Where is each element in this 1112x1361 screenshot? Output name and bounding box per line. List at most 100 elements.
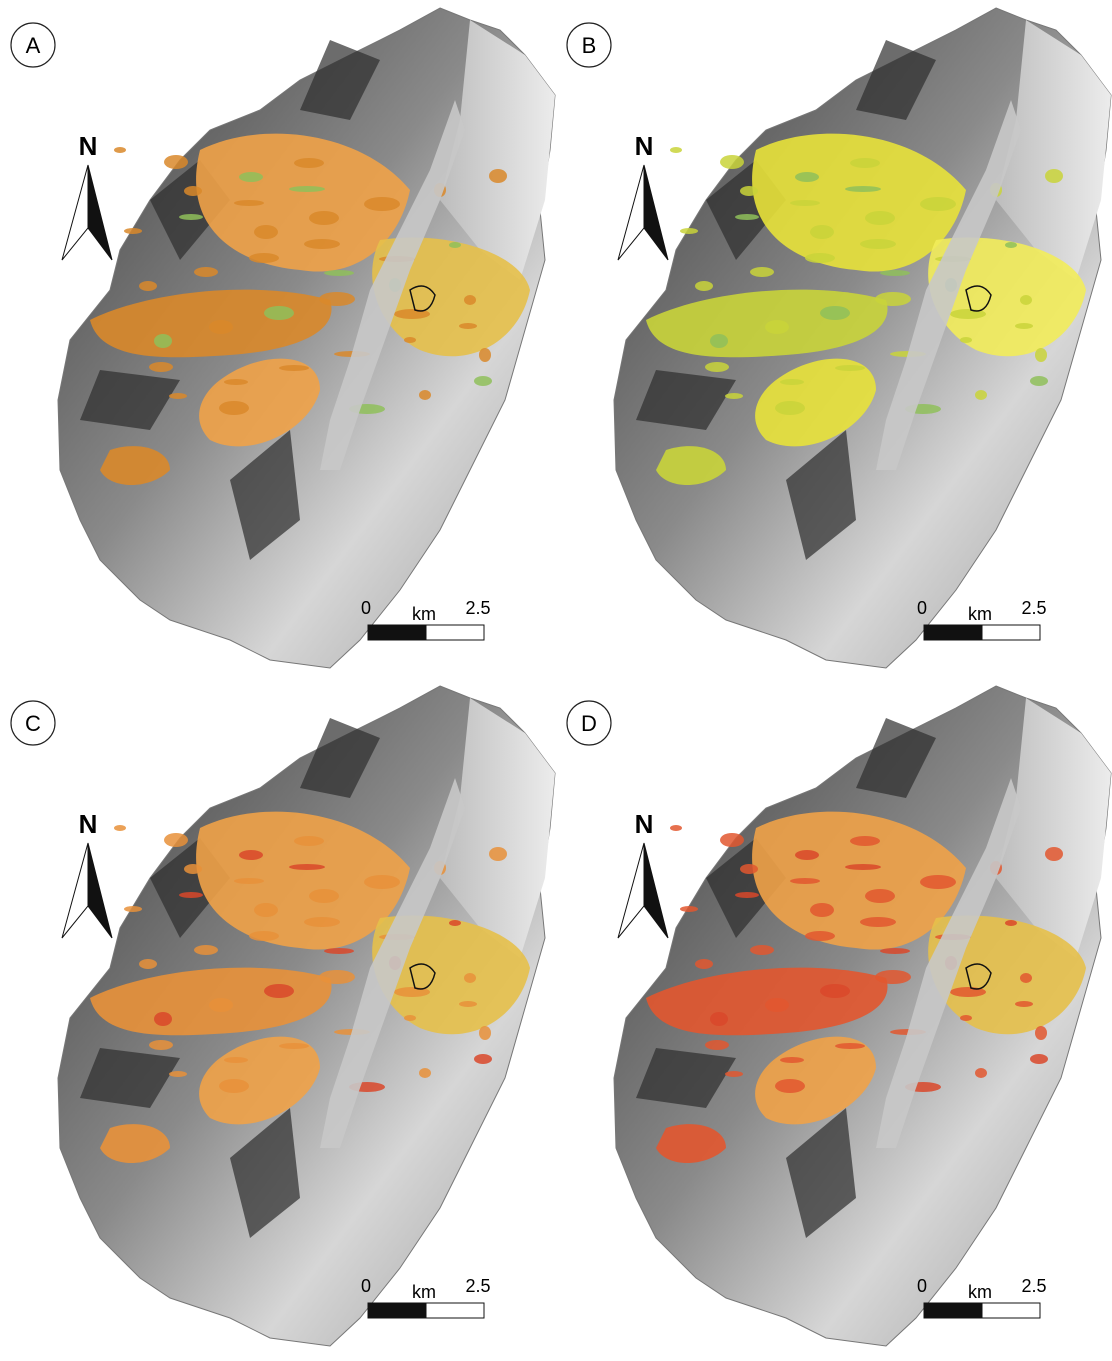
susceptibility-patch bbox=[805, 931, 835, 941]
susceptibility-patch bbox=[680, 228, 698, 234]
susceptibility-patch bbox=[780, 379, 804, 385]
susceptibility-patch bbox=[209, 998, 233, 1012]
susceptibility-patch bbox=[179, 892, 203, 898]
susceptibility-patch bbox=[960, 337, 972, 343]
susceptibility-patch bbox=[164, 833, 188, 847]
scale-start: 0 bbox=[917, 1276, 927, 1296]
susceptibility-patch bbox=[705, 1040, 729, 1050]
susceptibility-patch bbox=[1035, 1026, 1047, 1040]
panel-label: A bbox=[26, 33, 41, 58]
susceptibility-patch bbox=[725, 1071, 743, 1077]
north-arrow-left bbox=[618, 165, 644, 260]
panel-label: B bbox=[582, 33, 597, 58]
scale-unit: km bbox=[412, 1282, 436, 1302]
susceptibility-patch bbox=[179, 214, 203, 220]
susceptibility-patch bbox=[750, 945, 774, 955]
susceptibility-patch bbox=[705, 362, 729, 372]
susceptibility-patch bbox=[765, 998, 789, 1012]
scale-bar-dark bbox=[924, 1303, 982, 1318]
page: AN0km2.5BN0km2.5CN0km2.5DN0km2.5 (() => … bbox=[0, 0, 1112, 1356]
susceptibility-patch bbox=[720, 833, 744, 847]
susceptibility-patch bbox=[319, 970, 355, 984]
susceptibility-patch bbox=[419, 1068, 431, 1078]
susceptibility-patch bbox=[865, 211, 895, 225]
scale-end: 2.5 bbox=[1021, 1276, 1046, 1296]
susceptibility-patch bbox=[464, 973, 476, 983]
figure: AN0km2.5BN0km2.5CN0km2.5DN0km2.5 bbox=[0, 0, 1112, 1356]
susceptibility-patch bbox=[219, 1079, 249, 1093]
north-arrow-right bbox=[644, 165, 668, 260]
susceptibility-patch bbox=[740, 864, 758, 874]
susceptibility-patch bbox=[364, 197, 400, 211]
scale-start: 0 bbox=[361, 1276, 371, 1296]
susceptibility-patch bbox=[710, 1012, 728, 1026]
susceptibility-patch bbox=[239, 850, 263, 860]
susceptibility-patch bbox=[820, 984, 850, 998]
susceptibility-patch bbox=[194, 945, 218, 955]
north-label: N bbox=[635, 131, 654, 161]
north-label: N bbox=[79, 131, 98, 161]
susceptibility-patch bbox=[289, 864, 325, 870]
susceptibility-patch bbox=[875, 970, 911, 984]
susceptibility-patch bbox=[805, 253, 835, 263]
susceptibility-patch bbox=[114, 147, 126, 153]
susceptibility-patch bbox=[149, 362, 173, 372]
susceptibility-patch bbox=[710, 334, 728, 348]
scale-bar-light bbox=[982, 625, 1040, 640]
susceptibility-patch bbox=[775, 1079, 805, 1093]
susceptibility-patch bbox=[1030, 376, 1048, 386]
scale-end: 2.5 bbox=[465, 598, 490, 618]
susceptibility-patch bbox=[234, 200, 264, 206]
susceptibility-patch bbox=[1005, 242, 1017, 248]
susceptibility-patch bbox=[735, 214, 759, 220]
scale-start: 0 bbox=[361, 598, 371, 618]
susceptibility-patch bbox=[975, 390, 987, 400]
scale-end: 2.5 bbox=[465, 1276, 490, 1296]
susceptibility-patch bbox=[845, 864, 881, 870]
susceptibility-patch bbox=[960, 1015, 972, 1021]
susceptibility-patch bbox=[114, 825, 126, 831]
panel-label: C bbox=[25, 711, 41, 736]
susceptibility-patch bbox=[139, 959, 157, 969]
scale-end: 2.5 bbox=[1021, 598, 1046, 618]
scale-unit: km bbox=[412, 604, 436, 624]
susceptibility-patch bbox=[795, 172, 819, 182]
susceptibility-patch bbox=[264, 984, 294, 998]
susceptibility-patch bbox=[139, 281, 157, 291]
susceptibility-patch bbox=[364, 875, 400, 889]
scale-bar-light bbox=[982, 1303, 1040, 1318]
susceptibility-patch bbox=[319, 292, 355, 306]
scale-bar-dark bbox=[368, 1303, 426, 1318]
panel-label: D bbox=[581, 711, 597, 736]
north-arrow-right bbox=[644, 843, 668, 938]
susceptibility-patch bbox=[324, 270, 354, 276]
susceptibility-patch bbox=[1045, 847, 1063, 861]
map-panel: A N 0 km 2.5 bbox=[11, 8, 555, 668]
susceptibility-patch bbox=[249, 253, 279, 263]
susceptibility-patch bbox=[254, 903, 278, 917]
susceptibility-patch bbox=[169, 1071, 187, 1077]
susceptibility-patch bbox=[820, 306, 850, 320]
susceptibility-patch bbox=[474, 1054, 492, 1064]
susceptibility-patch bbox=[850, 836, 880, 846]
map-panel: DN0km2.5 bbox=[567, 686, 1111, 1346]
susceptibility-patch bbox=[304, 917, 340, 927]
susceptibility-patch bbox=[124, 906, 142, 912]
susceptibility-patch bbox=[294, 836, 324, 846]
susceptibility-patch bbox=[239, 172, 263, 182]
susceptibility-patch bbox=[835, 1043, 865, 1049]
susceptibility-patch bbox=[1015, 1001, 1033, 1007]
susceptibility-patch bbox=[449, 920, 461, 926]
susceptibility-patch bbox=[670, 147, 682, 153]
susceptibility-patch bbox=[309, 211, 339, 225]
scale-bar-light bbox=[426, 625, 484, 640]
scale-bar-dark bbox=[368, 625, 426, 640]
scale-start: 0 bbox=[917, 598, 927, 618]
scale-unit: km bbox=[968, 604, 992, 624]
north-arrow-right bbox=[88, 165, 112, 260]
susceptibility-patch bbox=[865, 889, 895, 903]
susceptibility-patch bbox=[309, 889, 339, 903]
north-arrow-right bbox=[88, 843, 112, 938]
susceptibility-patch bbox=[279, 1043, 309, 1049]
susceptibility-patch bbox=[1045, 169, 1063, 183]
